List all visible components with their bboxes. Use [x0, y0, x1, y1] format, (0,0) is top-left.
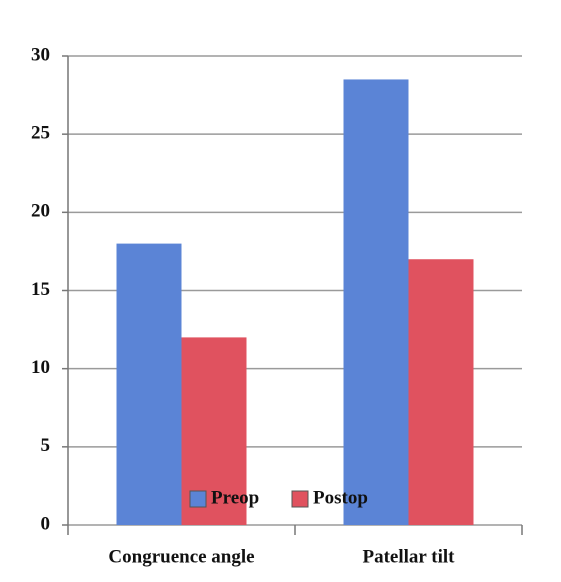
- bar: [343, 79, 409, 525]
- legend-swatch: [189, 490, 207, 508]
- legend-label: Preop: [211, 487, 259, 508]
- bar: [408, 259, 474, 525]
- y-tick-label: 10: [31, 357, 50, 378]
- legend-label: Postop: [313, 487, 368, 508]
- x-tick-label: Congruence angle: [108, 546, 254, 567]
- y-tick-label: 20: [31, 201, 50, 222]
- x-tick-label: Patellar tilt: [363, 546, 456, 567]
- y-tick-label: 15: [31, 279, 50, 300]
- legend-swatch: [291, 490, 309, 508]
- y-tick-label: 0: [41, 513, 51, 534]
- bar: [116, 243, 182, 525]
- y-tick-label: 25: [31, 123, 50, 144]
- y-tick-label: 5: [41, 435, 51, 456]
- y-tick-label: 30: [31, 44, 50, 65]
